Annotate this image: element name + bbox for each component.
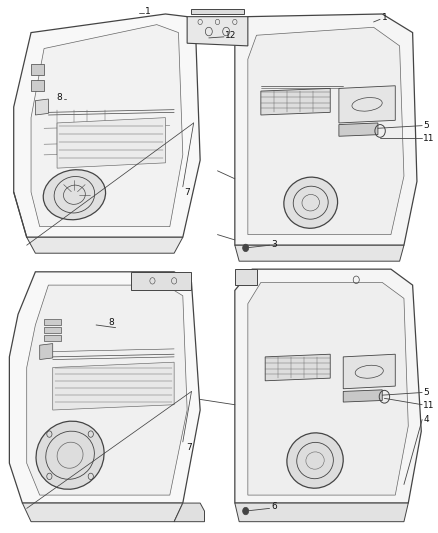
Polygon shape — [343, 390, 382, 402]
Text: 11: 11 — [424, 401, 435, 410]
Text: 8: 8 — [57, 93, 62, 102]
Text: 3: 3 — [271, 240, 277, 249]
Polygon shape — [44, 327, 61, 333]
Polygon shape — [53, 362, 174, 410]
Polygon shape — [343, 354, 395, 389]
Text: 5: 5 — [424, 121, 429, 130]
Polygon shape — [339, 86, 395, 123]
Polygon shape — [31, 80, 44, 91]
Text: 7: 7 — [187, 443, 192, 452]
Polygon shape — [35, 99, 48, 115]
Polygon shape — [339, 123, 378, 136]
Polygon shape — [27, 285, 187, 495]
Circle shape — [243, 507, 249, 515]
Polygon shape — [27, 237, 183, 253]
Polygon shape — [31, 64, 44, 75]
Polygon shape — [44, 335, 61, 341]
Text: 7: 7 — [184, 188, 190, 197]
Polygon shape — [57, 118, 166, 168]
Ellipse shape — [287, 433, 343, 488]
Polygon shape — [261, 88, 330, 115]
Text: 1: 1 — [145, 7, 151, 17]
Ellipse shape — [284, 177, 338, 228]
Polygon shape — [174, 503, 205, 522]
Polygon shape — [265, 354, 330, 381]
Polygon shape — [248, 27, 404, 235]
Polygon shape — [235, 245, 404, 261]
Polygon shape — [235, 14, 417, 245]
Polygon shape — [14, 14, 200, 237]
Polygon shape — [131, 272, 191, 290]
Text: 12: 12 — [225, 31, 236, 41]
Polygon shape — [40, 344, 53, 360]
Text: 8: 8 — [108, 318, 114, 327]
Polygon shape — [235, 269, 257, 285]
Ellipse shape — [43, 169, 106, 220]
Polygon shape — [22, 503, 183, 522]
Circle shape — [243, 244, 249, 252]
Polygon shape — [187, 17, 248, 46]
Ellipse shape — [36, 421, 104, 489]
Polygon shape — [31, 25, 183, 227]
Text: 5: 5 — [424, 388, 429, 397]
Polygon shape — [9, 272, 200, 503]
Text: 11: 11 — [424, 134, 435, 143]
Polygon shape — [235, 503, 408, 522]
Polygon shape — [44, 319, 61, 325]
Text: 4: 4 — [424, 415, 429, 424]
Polygon shape — [248, 282, 408, 495]
Text: 1: 1 — [381, 13, 387, 22]
Polygon shape — [191, 9, 244, 14]
Polygon shape — [235, 269, 421, 503]
Text: 6: 6 — [271, 502, 277, 511]
